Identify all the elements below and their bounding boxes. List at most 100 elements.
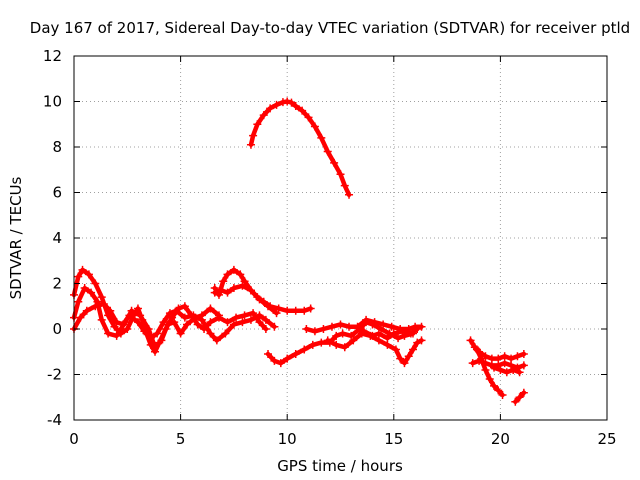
data-point-marker (323, 147, 332, 156)
data-point-marker (106, 306, 115, 315)
data-point-marker (78, 265, 87, 274)
data-point-marker (345, 190, 354, 199)
data-point-marker (97, 315, 106, 324)
data-point-marker (217, 286, 226, 295)
data-point-marker (374, 329, 383, 338)
y-tick-label: 8 (52, 138, 62, 156)
data-point-marker (413, 338, 422, 347)
data-point-marker (362, 315, 371, 324)
data-point-marker (300, 345, 309, 354)
data-point-marker (93, 297, 102, 306)
data-point-marker (212, 336, 221, 345)
data-point-marker (302, 325, 311, 333)
data-point-marker (394, 334, 403, 343)
x-tick-label: 15 (384, 430, 403, 448)
data-point-marker (485, 375, 494, 384)
data-point-marker (379, 320, 388, 329)
data-point-marker (400, 359, 409, 368)
data-point-marker (255, 311, 264, 320)
data-point-marker (338, 329, 347, 338)
x-tick-label: 10 (278, 430, 297, 448)
data-point-marker (291, 350, 300, 359)
data-point-marker (490, 381, 499, 390)
data-point-marker (97, 293, 106, 302)
data-point-marker (270, 356, 279, 365)
data-point-marker (519, 361, 528, 370)
data-point-marker (221, 329, 230, 338)
data-point-marker (370, 318, 379, 327)
series-arc-13 (490, 363, 524, 377)
data-point-marker (74, 297, 83, 306)
data-point-marker (276, 359, 285, 368)
data-point-marker (110, 322, 119, 331)
data-point-marker (377, 325, 386, 333)
x-tick-label: 0 (69, 430, 79, 448)
data-point-marker (238, 281, 247, 290)
data-point-marker (511, 397, 520, 406)
data-point-marker (255, 295, 264, 304)
data-point-marker (236, 270, 245, 279)
x-tick-label: 20 (491, 430, 510, 448)
data-point-marker (249, 131, 258, 140)
data-point-marker (182, 320, 191, 329)
data-point-marker (144, 325, 153, 333)
data-point-marker (272, 309, 281, 318)
data-point-marker (121, 318, 130, 327)
data-point-marker (396, 354, 405, 363)
data-point-marker (266, 104, 275, 113)
data-point-marker (180, 302, 189, 311)
data-point-marker (283, 354, 292, 363)
data-point-marker (153, 329, 162, 338)
y-tick-label: 12 (43, 47, 62, 65)
series-line (71, 285, 222, 350)
data-point-marker (123, 325, 132, 333)
series-arc-9 (359, 325, 422, 343)
data-point-marker (308, 340, 317, 349)
data-point-marker (319, 325, 328, 333)
y-tick-label: -4 (47, 411, 62, 429)
data-point-marker (330, 158, 339, 167)
data-point-marker (332, 331, 341, 340)
data-point-marker (291, 306, 300, 315)
data-point-marker (112, 318, 121, 327)
data-point-marker (368, 331, 377, 340)
y-tick-label: -2 (47, 366, 62, 384)
series-arc-14 (511, 388, 528, 406)
data-point-marker (133, 304, 142, 313)
data-point-marker (255, 318, 264, 327)
data-point-marker (507, 354, 516, 363)
data-point-marker (336, 170, 345, 179)
data-point-marker (214, 311, 223, 320)
data-point-marker (270, 322, 279, 331)
data-point-marker (413, 325, 422, 333)
data-point-marker (417, 322, 426, 331)
series-arc-7 (302, 315, 426, 336)
data-point-marker (172, 306, 181, 315)
data-point-marker (477, 354, 486, 363)
data-point-marker (264, 350, 273, 359)
data-point-marker (466, 336, 475, 345)
data-point-marker (246, 315, 255, 324)
data-point-marker (494, 386, 503, 395)
x-axis-label: GPS time / hours (277, 457, 403, 475)
data-point-marker (197, 311, 206, 320)
data-point-marker (383, 334, 392, 343)
data-point-marker (472, 345, 481, 354)
data-point-marker (253, 120, 262, 129)
data-point-marker (306, 304, 315, 313)
data-point-marker (340, 343, 349, 352)
data-point-marker (240, 277, 249, 286)
data-point-marker (468, 359, 477, 368)
data-point-marker (84, 270, 93, 279)
data-point-marker (219, 277, 228, 286)
data-point-marker (283, 97, 292, 106)
data-point-marker (481, 352, 490, 361)
data-point-marker (498, 390, 507, 399)
data-point-marker (332, 340, 341, 349)
data-point-marker (272, 100, 281, 109)
data-point-marker (80, 284, 89, 293)
data-point-marker (310, 122, 319, 131)
series-line (325, 331, 424, 366)
data-point-marker (206, 318, 215, 327)
data-point-marker (359, 327, 368, 336)
